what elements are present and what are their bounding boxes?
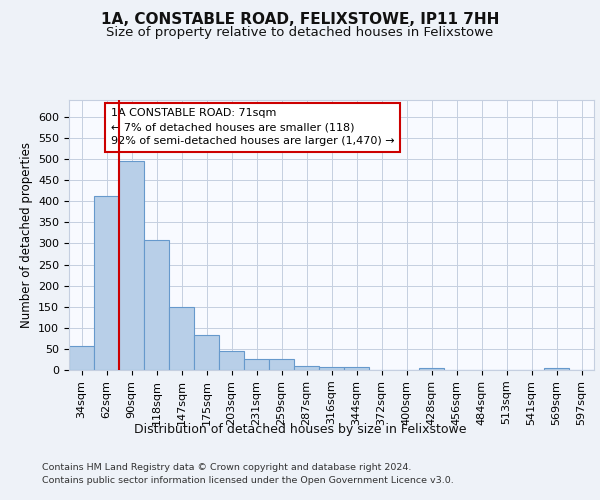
Bar [294, 366, 319, 370]
Bar [69, 346, 94, 370]
Bar [194, 336, 219, 370]
Bar [419, 368, 444, 370]
Y-axis label: Number of detached properties: Number of detached properties [20, 142, 32, 328]
Text: Contains public sector information licensed under the Open Government Licence v3: Contains public sector information licen… [42, 476, 454, 485]
Bar [244, 360, 269, 370]
Bar [94, 196, 119, 370]
Text: 1A CONSTABLE ROAD: 71sqm
← 7% of detached houses are smaller (118)
92% of semi-d: 1A CONSTABLE ROAD: 71sqm ← 7% of detache… [111, 108, 395, 146]
Bar [269, 360, 294, 370]
Bar [169, 306, 194, 370]
Text: Size of property relative to detached houses in Felixstowe: Size of property relative to detached ho… [106, 26, 494, 39]
Bar [144, 240, 169, 370]
Text: Contains HM Land Registry data © Crown copyright and database right 2024.: Contains HM Land Registry data © Crown c… [42, 462, 412, 471]
Bar [219, 351, 244, 370]
Text: 1A, CONSTABLE ROAD, FELIXSTOWE, IP11 7HH: 1A, CONSTABLE ROAD, FELIXSTOWE, IP11 7HH [101, 12, 499, 28]
Text: Distribution of detached houses by size in Felixstowe: Distribution of detached houses by size … [134, 422, 466, 436]
Bar [319, 366, 344, 370]
Bar [544, 368, 569, 370]
Bar [119, 161, 144, 370]
Bar [344, 367, 369, 370]
